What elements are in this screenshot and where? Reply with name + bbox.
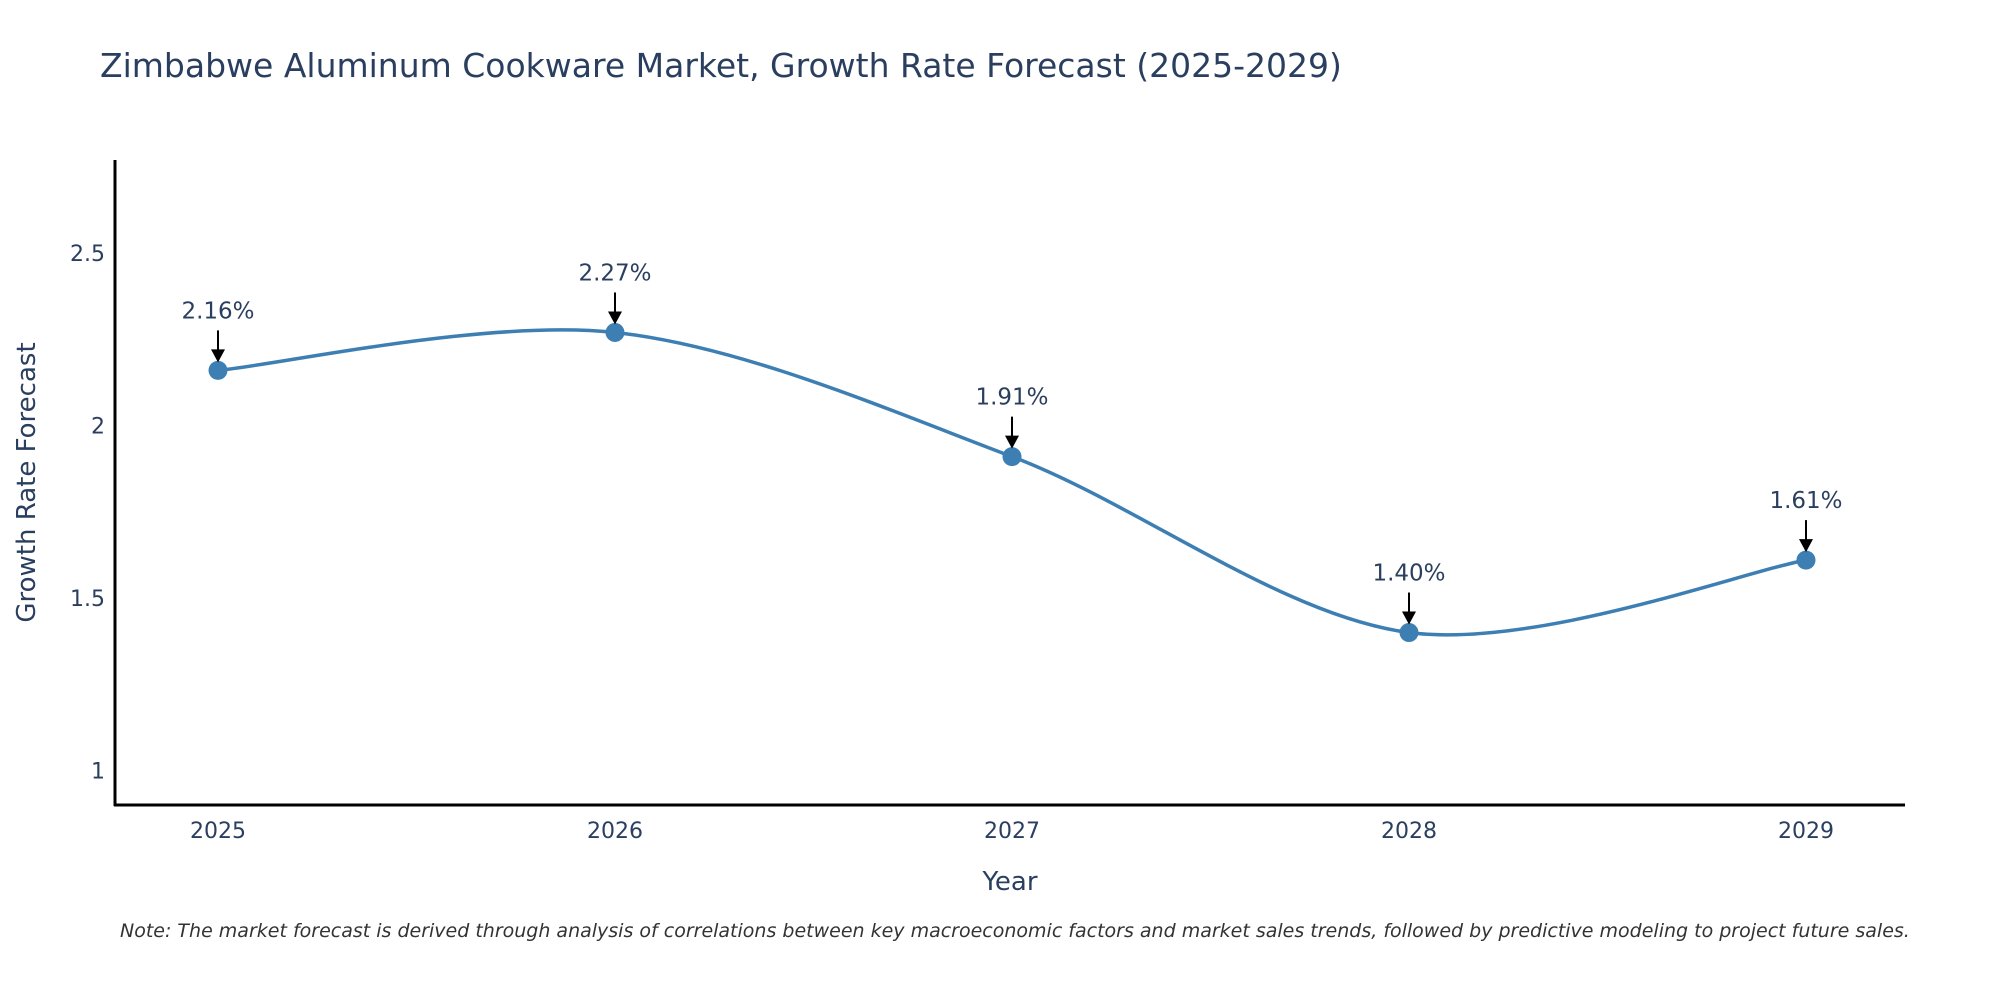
annotation-arrow-head	[1005, 435, 1019, 449]
x-tick-label: 2029	[1778, 819, 1834, 844]
y-tick-label: 2.5	[70, 242, 105, 267]
data-label: 2.16%	[181, 298, 254, 324]
chart-title: Zimbabwe Aluminum Cookware Market, Growt…	[100, 46, 1342, 85]
series-line	[217, 328, 1807, 637]
data-label: 1.40%	[1372, 561, 1445, 587]
x-tick-label: 2027	[984, 819, 1040, 844]
data-point[interactable]	[1399, 623, 1419, 643]
annotation-arrow-head	[1402, 611, 1416, 625]
x-tick-label: 2026	[587, 819, 643, 844]
series-line-layer	[217, 328, 1807, 637]
annotation-arrow-head	[608, 311, 622, 325]
y-tick-label: 2	[91, 415, 105, 440]
y-tick-label: 1	[91, 760, 105, 785]
axes	[113, 160, 1905, 807]
x-tick-label: 2028	[1381, 819, 1437, 844]
annotation-arrow-head	[211, 349, 225, 363]
data-point[interactable]	[1796, 550, 1816, 570]
data-point[interactable]	[208, 360, 228, 380]
data-annotations: 2.16% 2.27% 1.91% 1.40% 1.61%	[181, 260, 1843, 625]
data-label: 1.91%	[975, 385, 1048, 411]
chart-note: Note: The market forecast is derived thr…	[120, 920, 1910, 942]
tick-labels: 1 1.5 2 2.5 2025 2026 2027 2028 2029	[70, 242, 1834, 844]
data-label: 2.27%	[578, 260, 651, 286]
data-point[interactable]	[605, 322, 625, 342]
annotation-arrow-head	[1799, 539, 1813, 553]
y-tick-label: 1.5	[70, 587, 105, 612]
x-tick-label: 2025	[190, 819, 246, 844]
data-points	[208, 322, 1816, 643]
data-label: 1.61%	[1769, 488, 1842, 514]
x-axis-title: Year	[981, 867, 1037, 897]
y-axis-title: Growth Rate Forecast	[12, 342, 42, 622]
data-point[interactable]	[1002, 447, 1022, 467]
